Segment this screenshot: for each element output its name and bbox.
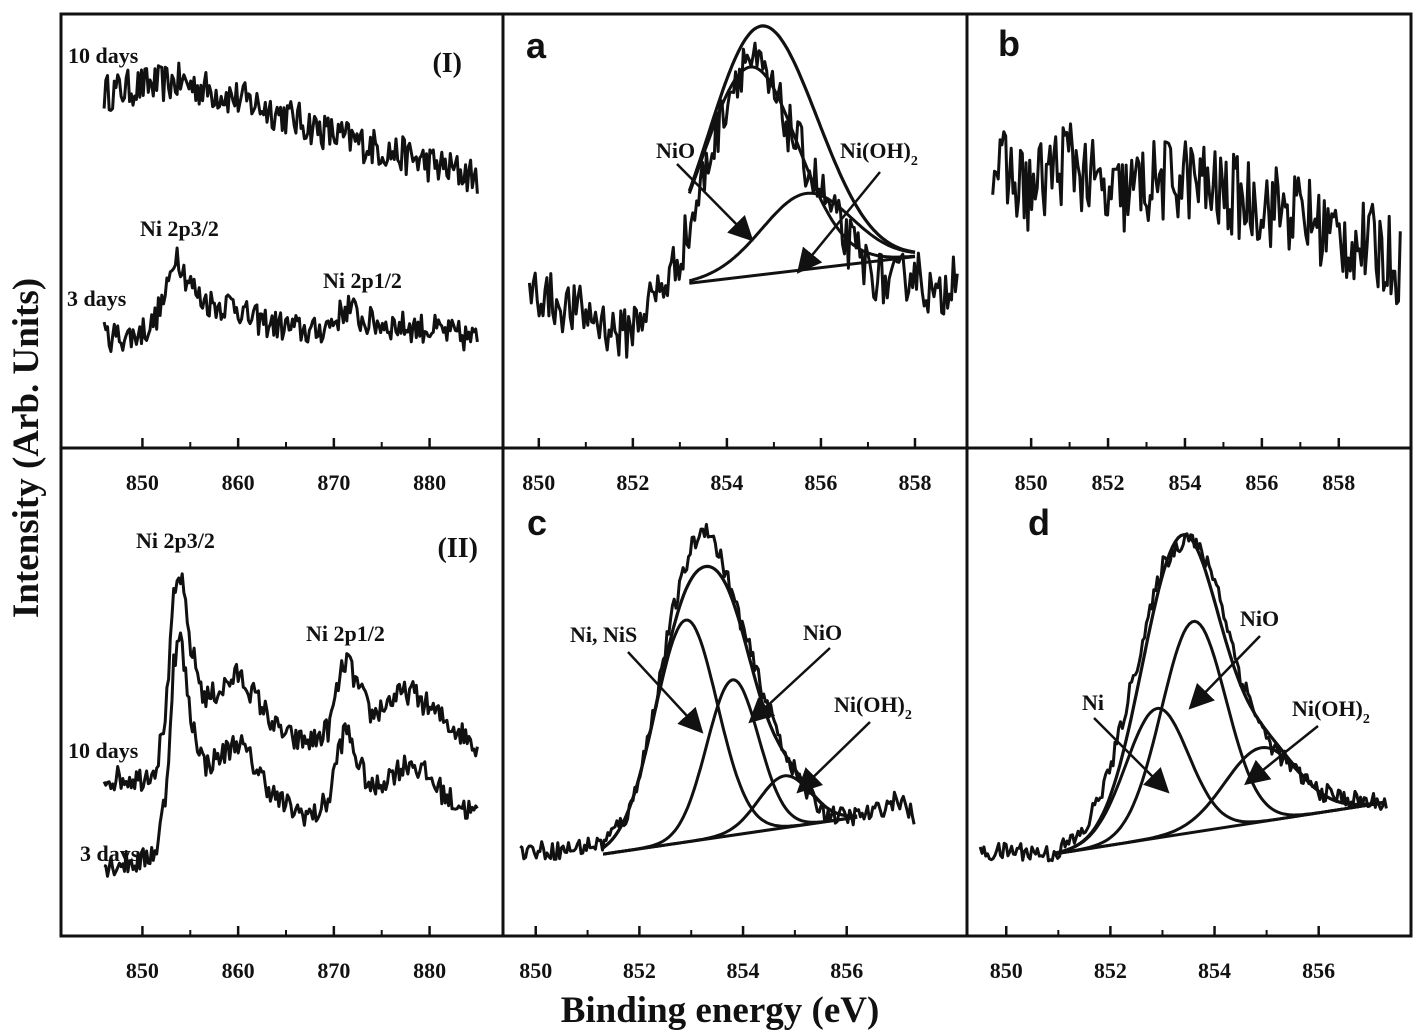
series-II-0 [102, 572, 479, 792]
panel-label-II: (II) [438, 533, 478, 564]
annotation-nio-c: NiO [803, 620, 842, 645]
annotation-ni-2p3-I: Ni 2p3/2 [140, 216, 219, 241]
xtick-label-b-3: 856 [1245, 470, 1278, 495]
xtick-label-c-3: 856 [830, 958, 863, 983]
fit-component-a-1 [688, 191, 916, 283]
y-axis-label: Intensity (Arb. Units) [6, 278, 47, 618]
annotation-3-days-I: 3 days [67, 286, 127, 311]
fit-component-a-0 [687, 65, 916, 259]
xtick-label-II-1: 860 [222, 958, 255, 983]
xtick-label-b-2: 854 [1168, 470, 1201, 495]
fit-envelope-c [602, 564, 858, 850]
annotation-nioh2-a: Ni(OH)2 [840, 138, 918, 169]
annotation-nioh2-c: Ni(OH)2 [834, 692, 912, 723]
xtick-label-b-1: 852 [1092, 470, 1125, 495]
annotation-10-days-I: 10 days [68, 43, 139, 68]
xtick-label-c-0: 850 [519, 958, 552, 983]
xtick-label-a-3: 856 [804, 470, 837, 495]
xtick-label-c-2: 854 [727, 958, 760, 983]
xtick-label-a-0: 850 [522, 470, 555, 495]
arrow-nioh2-c [796, 721, 871, 794]
arrow-nioh2-d [1244, 725, 1319, 786]
xtick-label-a-2: 854 [710, 470, 743, 495]
xtick-label-b-0: 850 [1015, 470, 1048, 495]
arrow-nioh2-a [796, 171, 881, 274]
xtick-label-II-0: 850 [126, 958, 159, 983]
arrow-ni-d [1093, 717, 1170, 794]
outer-frame [59, 12, 1413, 938]
panel-label-b: b [998, 23, 1020, 64]
panel-label-a: a [526, 25, 547, 66]
xtick-label-d-1: 852 [1094, 958, 1127, 983]
xtick-label-II-3: 880 [413, 958, 446, 983]
annotation-nioh2-d: Ni(OH)2 [1292, 696, 1370, 727]
xtick-label-b-4: 858 [1322, 470, 1355, 495]
panel-label-I: (I) [432, 48, 462, 79]
xtick-label-a-1: 852 [616, 470, 649, 495]
xtick-label-d-3: 856 [1302, 958, 1335, 983]
annotation-nio-a: NiO [656, 138, 695, 163]
xtick-label-c-1: 852 [623, 958, 656, 983]
arrow-nio-d [1188, 635, 1261, 710]
annotation-ni-2p1-I: Ni 2p1/2 [323, 268, 402, 293]
fit-envelope-a [687, 24, 916, 254]
annotation-ni-nis-c: Ni, NiS [570, 622, 637, 647]
x-axis-label: Binding energy (eV) [561, 990, 880, 1031]
annotation-3-days-II: 3 days [80, 841, 140, 866]
annotation-ni-2p1-II: Ni 2p1/2 [306, 621, 385, 646]
arrow-nio-c [748, 647, 831, 724]
series-a-0 [527, 41, 959, 359]
xtick-label-I-1: 860 [222, 470, 255, 495]
annotation-arrows [627, 163, 1319, 794]
xtick-label-d-2: 854 [1198, 958, 1231, 983]
series-d-0 [978, 532, 1388, 863]
annotation-10-days-II: 10 days [68, 738, 139, 763]
series-b-0 [991, 122, 1402, 306]
xtick-label-I-3: 880 [413, 470, 446, 495]
panel-label-c: c [527, 502, 547, 543]
xtick-label-I-2: 870 [317, 470, 350, 495]
series-II-1 [103, 631, 479, 878]
fit-envelope-d [1052, 533, 1387, 856]
xtick-label-I-0: 850 [126, 470, 159, 495]
xtick-label-a-4: 858 [898, 470, 931, 495]
plot-layer: 850 860 870 880 850 860 870 880 850 852 854 856 858 8… [102, 24, 1402, 983]
series-I-1 [102, 246, 479, 353]
arrow-ni-nis-c [627, 651, 704, 734]
fit-baseline-d [1052, 800, 1387, 856]
fit-component-c-2 [602, 774, 858, 856]
annotation-ni-d: Ni [1082, 690, 1104, 715]
annotation-ni-2p3-II: Ni 2p3/2 [136, 528, 215, 553]
xtick-label-d-0: 850 [990, 958, 1023, 983]
panel-label-d: d [1028, 502, 1050, 543]
annotation-nio-d: NiO [1240, 606, 1279, 631]
fit-baseline-c [602, 815, 858, 856]
xtick-label-II-2: 870 [317, 958, 350, 983]
arrow-nio-a [676, 163, 754, 242]
series-I-0 [102, 61, 479, 194]
